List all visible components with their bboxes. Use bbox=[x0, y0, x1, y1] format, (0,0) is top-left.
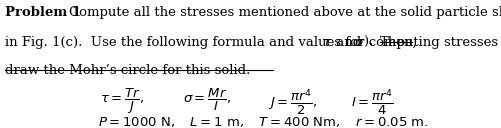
Text: Compute all the stresses mentioned above at the solid particle shown: Compute all the stresses mentioned above… bbox=[69, 6, 501, 19]
Text: $J = \dfrac{\pi r^4}{2},$: $J = \dfrac{\pi r^4}{2},$ bbox=[268, 87, 317, 117]
Text: $P = 1000\ \mathrm{N},\quad L = 1\ \mathrm{m},\quad T = 400\ \mathrm{Nm},\quad r: $P = 1000\ \mathrm{N},\quad L = 1\ \math… bbox=[98, 115, 428, 128]
Text: draw the Mohr’s circle for this solid.: draw the Mohr’s circle for this solid. bbox=[5, 64, 250, 77]
Text: $\sigma = \dfrac{Mr}{I},$: $\sigma = \dfrac{Mr}{I},$ bbox=[183, 87, 231, 113]
Text: $I = \dfrac{\pi r^4}{4}$: $I = \dfrac{\pi r^4}{4}$ bbox=[351, 87, 393, 117]
Text: Then,: Then, bbox=[380, 36, 417, 49]
Text: in Fig. 1(c).  Use the following formula and values for computing stresses (: in Fig. 1(c). Use the following formula … bbox=[5, 36, 501, 49]
Text: Problem 1: Problem 1 bbox=[5, 6, 81, 19]
Text: and: and bbox=[332, 36, 365, 49]
Text: $\sigma$: $\sigma$ bbox=[354, 36, 364, 49]
Text: ).: ). bbox=[364, 36, 382, 49]
Text: $\tau$: $\tau$ bbox=[322, 36, 332, 49]
Text: $\tau = \dfrac{Tr}{J},$: $\tau = \dfrac{Tr}{J},$ bbox=[100, 87, 144, 116]
